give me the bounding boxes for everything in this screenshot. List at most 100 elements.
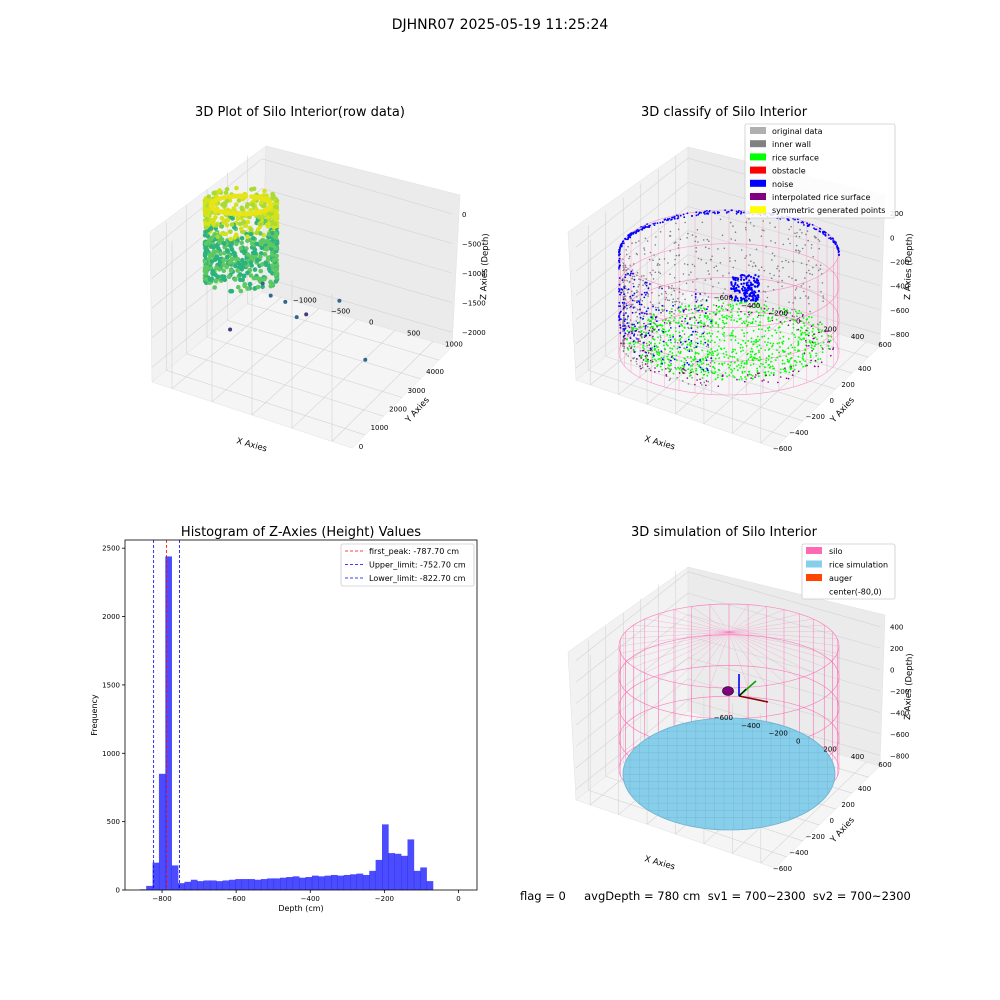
axis-arrow — [738, 695, 769, 703]
wall-point — [804, 277, 806, 279]
wall-point — [745, 255, 748, 257]
noise-point — [706, 212, 709, 215]
wall-point — [625, 287, 627, 290]
cloud-point — [212, 285, 217, 290]
raw-data-3d-axes: 3D Plot of Silo Interior(row data) 01000… — [149, 105, 491, 455]
cloud-point — [258, 268, 264, 274]
noise-point — [747, 275, 750, 278]
noise-point — [734, 283, 737, 286]
wall-point — [696, 229, 699, 231]
interpolated-point — [696, 373, 699, 376]
wall-point — [642, 284, 644, 287]
wall-point — [819, 268, 822, 270]
cloud-point — [245, 219, 251, 225]
rice-surface-point — [778, 342, 781, 344]
cloud-point — [224, 222, 230, 228]
cloud-point — [222, 203, 227, 209]
classify-tick-labels: −600−400−2000200400−600−400−200020040060… — [714, 210, 910, 453]
wall-point — [737, 280, 739, 283]
histogram-bar — [394, 853, 402, 890]
cloud-point — [210, 268, 215, 274]
wall-point — [822, 297, 825, 299]
wall-point — [636, 363, 638, 365]
wall-point — [626, 307, 629, 310]
rice-surface-point — [738, 378, 741, 381]
wall-point — [636, 295, 638, 298]
rice-surface-point — [801, 331, 804, 334]
cloud-point — [211, 221, 216, 227]
rice-surface-point — [740, 343, 742, 346]
wall-point — [762, 290, 765, 293]
wall-point — [625, 302, 628, 305]
noise-point — [813, 227, 815, 230]
noise-point — [645, 281, 648, 284]
rice-surface-point — [762, 363, 764, 366]
wall-point — [796, 315, 798, 318]
cloud-point — [239, 226, 244, 231]
x-tick-label: −600 — [773, 445, 792, 453]
rice-surface-point — [713, 372, 716, 375]
interpolated-point — [694, 383, 696, 386]
noise-point — [757, 282, 760, 285]
histogram-bar — [209, 880, 217, 890]
rice-surface-point — [760, 347, 762, 350]
noise-point — [710, 320, 712, 323]
rice-surface-point — [699, 361, 701, 363]
cloud-point — [204, 216, 210, 222]
histogram-bar — [292, 876, 300, 890]
rice-surface-point — [710, 370, 713, 373]
noise-point — [740, 278, 743, 281]
legend-label: rice simulation — [829, 561, 888, 570]
rice-surface-point — [741, 329, 743, 331]
interpolated-point — [786, 312, 789, 314]
cloud-point — [227, 260, 233, 265]
rice-surface-point — [827, 339, 830, 341]
rice-surface-point — [800, 338, 803, 341]
rice-surface-point — [648, 341, 651, 343]
histogram-bar — [311, 875, 319, 890]
rice-surface-point — [755, 340, 757, 342]
rice-surface-point — [815, 352, 817, 355]
noise-point — [647, 226, 649, 228]
cloud-point — [237, 193, 243, 199]
rice-surface-point — [782, 340, 785, 343]
wall-point — [708, 273, 710, 275]
roof-rib — [673, 609, 730, 633]
rice-surface-point — [767, 320, 770, 323]
noise-point — [732, 277, 735, 280]
wall-point — [627, 291, 629, 294]
rice-surface-point — [773, 367, 776, 370]
rice-surface-point — [721, 327, 724, 330]
wall-point — [695, 235, 697, 238]
rice-surface-point — [817, 358, 820, 361]
z-tick-label: 400 — [890, 624, 903, 632]
rice-surface-point — [720, 307, 723, 310]
interpolated-point — [684, 369, 686, 371]
interpolated-point — [681, 320, 683, 323]
noise-point — [819, 230, 822, 233]
rice-surface-point — [714, 350, 716, 353]
noise-point — [619, 293, 621, 296]
noise-point — [806, 225, 809, 228]
y-tick-label: 600 — [878, 761, 891, 769]
wall-point — [677, 247, 680, 249]
rice-surface-point — [755, 357, 758, 360]
rice-surface-point — [752, 329, 755, 332]
rice-surface-point — [712, 366, 714, 368]
cloud-point — [217, 188, 222, 193]
interpolated-point — [811, 350, 813, 352]
rice-surface-point — [812, 323, 815, 326]
noise-point — [644, 225, 647, 227]
rice-surface-point — [788, 360, 791, 362]
wall-point — [643, 331, 645, 333]
rice-surface-point — [706, 374, 709, 377]
histogram-bar — [248, 879, 255, 890]
rice-surface-point — [791, 318, 793, 321]
wall-point — [633, 275, 636, 278]
rice-surface-point — [744, 301, 746, 304]
wall-point — [769, 272, 771, 275]
rice-surface-point — [807, 321, 810, 324]
noise-point — [661, 362, 663, 365]
x-tick-label: 400 — [858, 365, 871, 373]
